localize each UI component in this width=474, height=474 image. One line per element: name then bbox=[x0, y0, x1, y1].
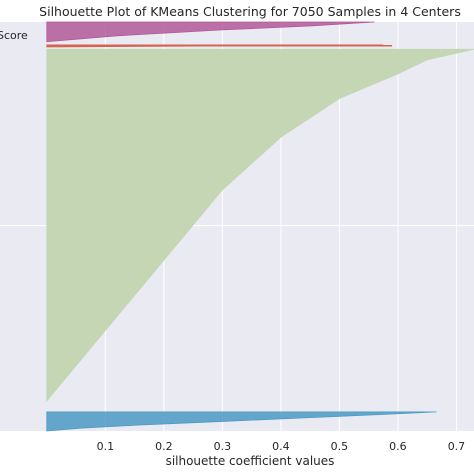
legend-label-score: Score bbox=[0, 29, 28, 42]
x-tick-label: 0.1 bbox=[97, 440, 115, 453]
x-tick-label: 0.3 bbox=[214, 440, 232, 453]
x-tick-label: 0.4 bbox=[272, 440, 290, 453]
silhouette-cluster-3 bbox=[46, 21, 375, 43]
x-tick-label: 0.6 bbox=[389, 440, 407, 453]
x-tick-labels: 0.1 0.2 0.3 0.4 0.5 0.6 0.7 bbox=[97, 440, 466, 453]
x-tick-label: 0.7 bbox=[448, 440, 466, 453]
x-axis-label: silhouette coefficient values bbox=[166, 454, 335, 468]
silhouette-cluster-0 bbox=[46, 411, 437, 432]
x-tick-label: 0.5 bbox=[331, 440, 349, 453]
chart-title: Silhouette Plot of KMeans Clustering for… bbox=[39, 4, 461, 19]
x-tick-label: 0.2 bbox=[155, 440, 173, 453]
silhouette-cluster-1 bbox=[46, 48, 474, 402]
